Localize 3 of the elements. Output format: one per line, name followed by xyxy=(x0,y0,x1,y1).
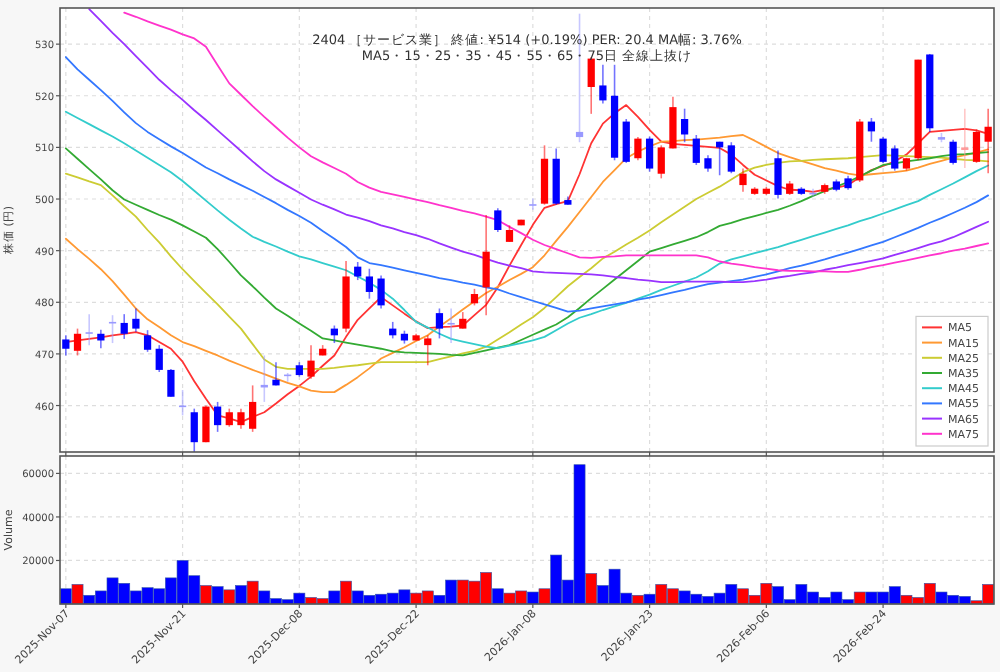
line-series xyxy=(64,110,990,350)
candlestick xyxy=(167,368,175,398)
candlestick xyxy=(529,197,537,211)
